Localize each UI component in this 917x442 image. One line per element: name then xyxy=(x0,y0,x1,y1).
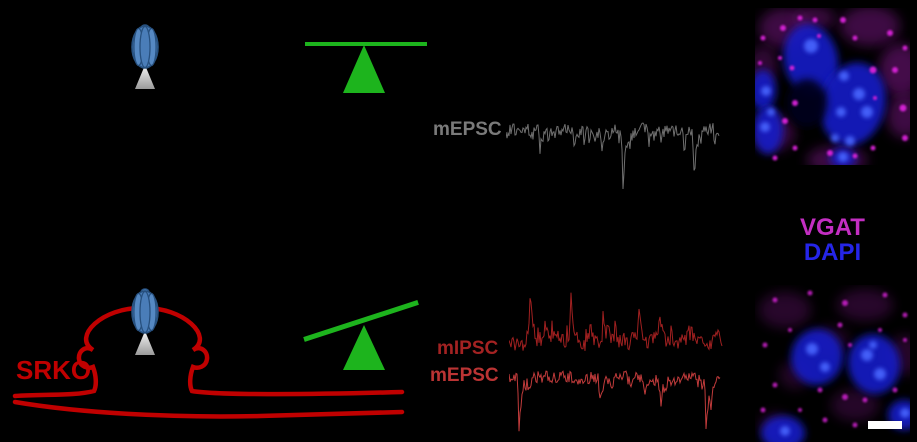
vgat-dapi-image-wt xyxy=(755,8,910,165)
wt-mepsc-label: mEPSC xyxy=(433,119,502,140)
srko-membrane-drawing xyxy=(12,305,405,419)
srko-mipsc-trace xyxy=(509,292,723,351)
receptor-icon xyxy=(131,288,159,355)
scale-bar xyxy=(868,421,902,429)
membrane-lower-line xyxy=(12,399,405,419)
balance-beam xyxy=(305,42,427,46)
vgat-label: VGAT xyxy=(800,214,865,241)
wt-mepsc-trace xyxy=(506,122,720,190)
balance-fulcrum-icon xyxy=(343,45,385,93)
srko-mepsc-label: mEPSC xyxy=(430,365,499,386)
dapi-label: DAPI xyxy=(803,239,862,266)
receptor-icon xyxy=(131,24,159,89)
postsynaptic-cone-icon xyxy=(135,331,155,355)
vgat-dapi-image-srko xyxy=(755,285,910,442)
membrane-upper-line xyxy=(12,305,405,399)
postsynaptic-cone-icon xyxy=(135,65,155,89)
srko-mipsc-label: mIPSC xyxy=(437,338,499,359)
srko-mepsc-trace xyxy=(509,370,721,432)
